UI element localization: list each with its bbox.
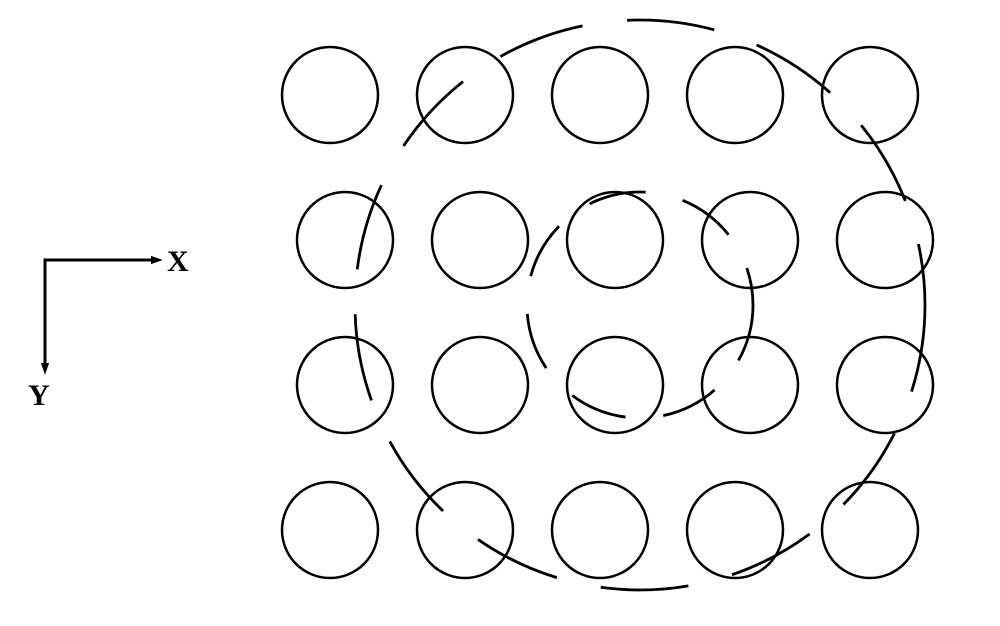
x-axis-label: X — [167, 245, 189, 278]
grid-circle — [297, 192, 393, 288]
grid-circle — [837, 337, 933, 433]
grid-circle — [837, 192, 933, 288]
y-axis-label: Y — [28, 379, 50, 412]
grid-circle — [297, 337, 393, 433]
grid-circle — [687, 482, 783, 578]
grid-circle — [432, 337, 528, 433]
dashed-circle — [527, 192, 753, 418]
grid-circle — [417, 482, 513, 578]
grid-circle — [282, 482, 378, 578]
grid-circle — [822, 47, 918, 143]
axis-origin — [45, 260, 67, 282]
grid-circle — [552, 482, 648, 578]
grid-circle — [822, 482, 918, 578]
grid-circle — [687, 47, 783, 143]
grid-circle — [417, 47, 513, 143]
grid-circle — [702, 337, 798, 433]
grid-circle — [432, 192, 528, 288]
diagram-canvas: XY — [0, 0, 1000, 626]
grid-circle — [567, 192, 663, 288]
grid-circle — [567, 337, 663, 433]
grid-circle — [282, 47, 378, 143]
grid-circle — [552, 47, 648, 143]
